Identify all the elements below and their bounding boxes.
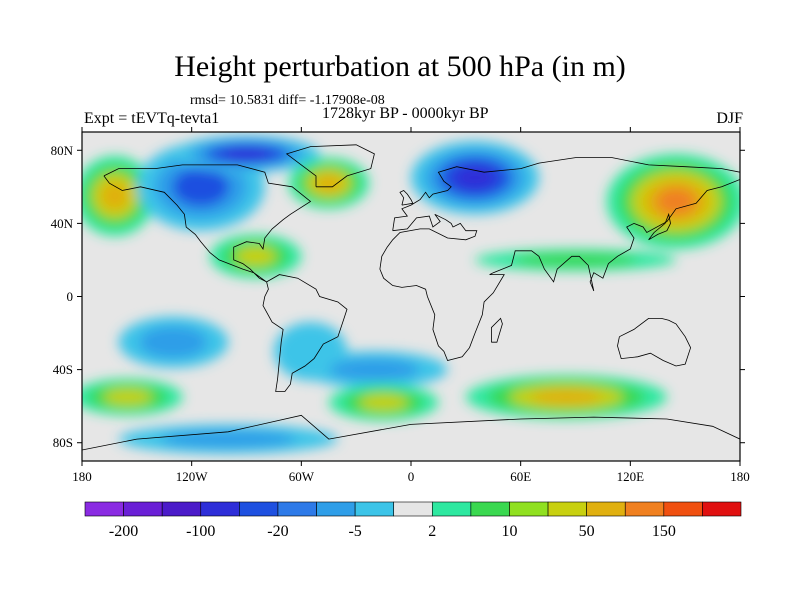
colorbar-box xyxy=(702,501,742,517)
coast-south-america xyxy=(262,274,348,392)
lon-tick-label: 60E xyxy=(510,469,531,484)
period-label: 1728kyr BP - 0000kyr BP xyxy=(322,105,489,122)
axis-ticks: 80N 40N 0 40S 80S 180 120W 60W 0 60E 120E 180 xyxy=(51,127,750,484)
colorbar-label: 2 xyxy=(428,523,436,540)
colorbar-label: -200 xyxy=(109,523,138,540)
colorbar-box xyxy=(161,501,202,517)
anomaly-southern-indian-positive xyxy=(465,375,667,419)
lon-tick-label: 120W xyxy=(176,469,209,484)
anomaly-subtropical-asia-positive xyxy=(474,248,677,271)
lon-tick-label: 120E xyxy=(617,469,645,484)
colorbar-box xyxy=(84,501,124,517)
colorbar-box xyxy=(586,501,626,517)
colorbar-box xyxy=(316,501,356,517)
colorbar-label: 150 xyxy=(652,523,676,540)
lat-tick-label: 80S xyxy=(53,435,73,450)
anomaly-antarctic-negative xyxy=(118,424,338,454)
colorbar-box xyxy=(547,501,587,517)
colorbar-box xyxy=(509,501,549,517)
plot-title: Height perturbation at 500 hPa (in m) xyxy=(174,50,626,83)
colorbar-label: -20 xyxy=(267,523,288,540)
coast-antarctica xyxy=(82,414,740,451)
coast-eurasia-africa xyxy=(379,157,740,361)
lat-tick-label: 0 xyxy=(67,289,74,304)
lon-tick-label: 0 xyxy=(408,469,415,484)
coast-madagascar xyxy=(490,317,503,343)
anomaly-pacific-north-positive xyxy=(82,155,156,237)
colorbar-box xyxy=(123,501,163,517)
colorbar-box xyxy=(354,501,395,517)
colorbar-box xyxy=(239,501,279,517)
colorbar-label: 10 xyxy=(501,523,517,540)
coast-japan xyxy=(648,212,671,241)
coastlines xyxy=(82,144,740,451)
lon-tick-label: 180 xyxy=(730,469,750,484)
anomaly-field xyxy=(82,132,740,461)
anomaly-eurasia-negative xyxy=(411,141,539,215)
colorbar: -200 -100 -20 -5 2 10 50 150 xyxy=(84,501,742,540)
anomaly-south-pacific-negative xyxy=(118,316,229,368)
lon-tick-label: 60W xyxy=(289,469,315,484)
coast-uk xyxy=(399,190,414,206)
colorbar-box xyxy=(663,501,703,517)
anomaly-southern-pacific-positive xyxy=(82,378,183,416)
colorbar-label: -100 xyxy=(186,523,215,540)
colorbar-box xyxy=(393,501,433,517)
anomaly-siberia-pacific-positive xyxy=(606,153,740,249)
colorbar-box xyxy=(624,501,665,517)
anomaly-south-atlantic-negative xyxy=(301,351,448,388)
coast-north-america xyxy=(103,164,312,283)
lat-tick-label: 40S xyxy=(53,362,73,377)
anomaly-north-atlantic-positive xyxy=(288,157,369,209)
colorbar-box xyxy=(277,501,317,517)
anomaly-southern-atlantic-positive xyxy=(328,384,439,421)
coast-greenland xyxy=(285,144,375,188)
lon-tick-label: 180 xyxy=(72,469,92,484)
colorbar-box xyxy=(470,501,510,517)
season-label: DJF xyxy=(716,110,743,127)
anomaly-caribbean-positive xyxy=(209,234,302,279)
anomaly-arctic-canada-negative xyxy=(173,135,320,173)
experiment-label: Expt = tEVTq-tevta1 xyxy=(84,110,220,127)
colorbar-label: 50 xyxy=(579,523,595,540)
lat-tick-label: 40N xyxy=(51,216,74,231)
stats-label: rmsd= 10.5831 diff= -1.17908e-08 xyxy=(190,93,385,108)
colorbar-box xyxy=(200,501,240,517)
coast-australia xyxy=(617,317,692,367)
colorbar-box xyxy=(431,501,472,517)
lat-tick-label: 80N xyxy=(51,143,74,158)
colorbar-label: -5 xyxy=(348,523,361,540)
